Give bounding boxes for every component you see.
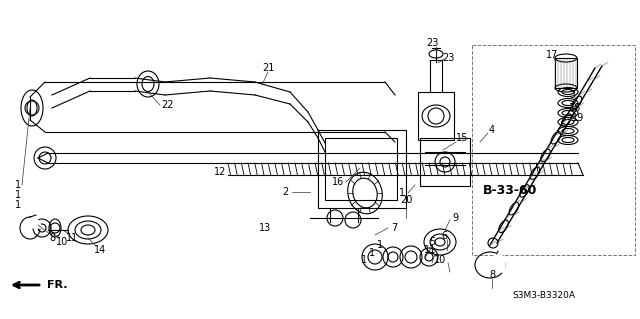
Text: 8: 8 bbox=[49, 233, 55, 243]
Text: B-33-60: B-33-60 bbox=[483, 183, 537, 197]
Text: 1: 1 bbox=[377, 240, 383, 250]
Text: 9: 9 bbox=[452, 213, 458, 223]
Text: 23: 23 bbox=[426, 38, 438, 48]
Text: 1: 1 bbox=[15, 190, 21, 200]
Text: 7: 7 bbox=[391, 223, 397, 233]
Text: 10: 10 bbox=[56, 237, 68, 247]
Text: 5: 5 bbox=[429, 237, 435, 247]
Bar bbox=[472, 45, 635, 255]
Text: 1: 1 bbox=[15, 200, 21, 210]
Text: 8: 8 bbox=[489, 270, 495, 280]
Text: 21: 21 bbox=[262, 63, 274, 73]
Text: FR.: FR. bbox=[47, 280, 67, 290]
Bar bbox=[325, 138, 397, 200]
Text: 22: 22 bbox=[162, 100, 174, 110]
Wedge shape bbox=[490, 252, 505, 272]
Text: 23: 23 bbox=[442, 53, 454, 63]
Text: 1: 1 bbox=[369, 248, 375, 258]
Text: 11: 11 bbox=[66, 233, 78, 243]
Text: 15: 15 bbox=[456, 133, 468, 143]
Text: 19: 19 bbox=[572, 113, 584, 123]
Text: 12: 12 bbox=[214, 167, 226, 177]
Text: 11: 11 bbox=[424, 245, 436, 255]
Wedge shape bbox=[30, 217, 41, 228]
Text: S3M3-B3320A: S3M3-B3320A bbox=[512, 291, 575, 300]
Text: 18: 18 bbox=[569, 103, 581, 113]
Text: 3: 3 bbox=[569, 90, 575, 100]
Text: 10: 10 bbox=[434, 255, 446, 265]
Text: 17: 17 bbox=[546, 50, 558, 60]
Bar bbox=[420, 138, 470, 186]
Text: 4: 4 bbox=[489, 125, 495, 135]
Text: 6: 6 bbox=[441, 231, 447, 241]
Bar bbox=[555, 58, 577, 88]
Text: 2: 2 bbox=[282, 187, 288, 197]
Bar bbox=[318, 130, 406, 208]
Text: 14: 14 bbox=[94, 245, 106, 255]
Text: 16: 16 bbox=[332, 177, 344, 187]
Text: 1: 1 bbox=[361, 255, 367, 265]
Text: 13: 13 bbox=[259, 223, 271, 233]
Text: 1: 1 bbox=[15, 180, 21, 190]
Text: 1: 1 bbox=[399, 188, 405, 198]
Text: 20: 20 bbox=[400, 195, 412, 205]
Bar bbox=[418, 92, 454, 140]
